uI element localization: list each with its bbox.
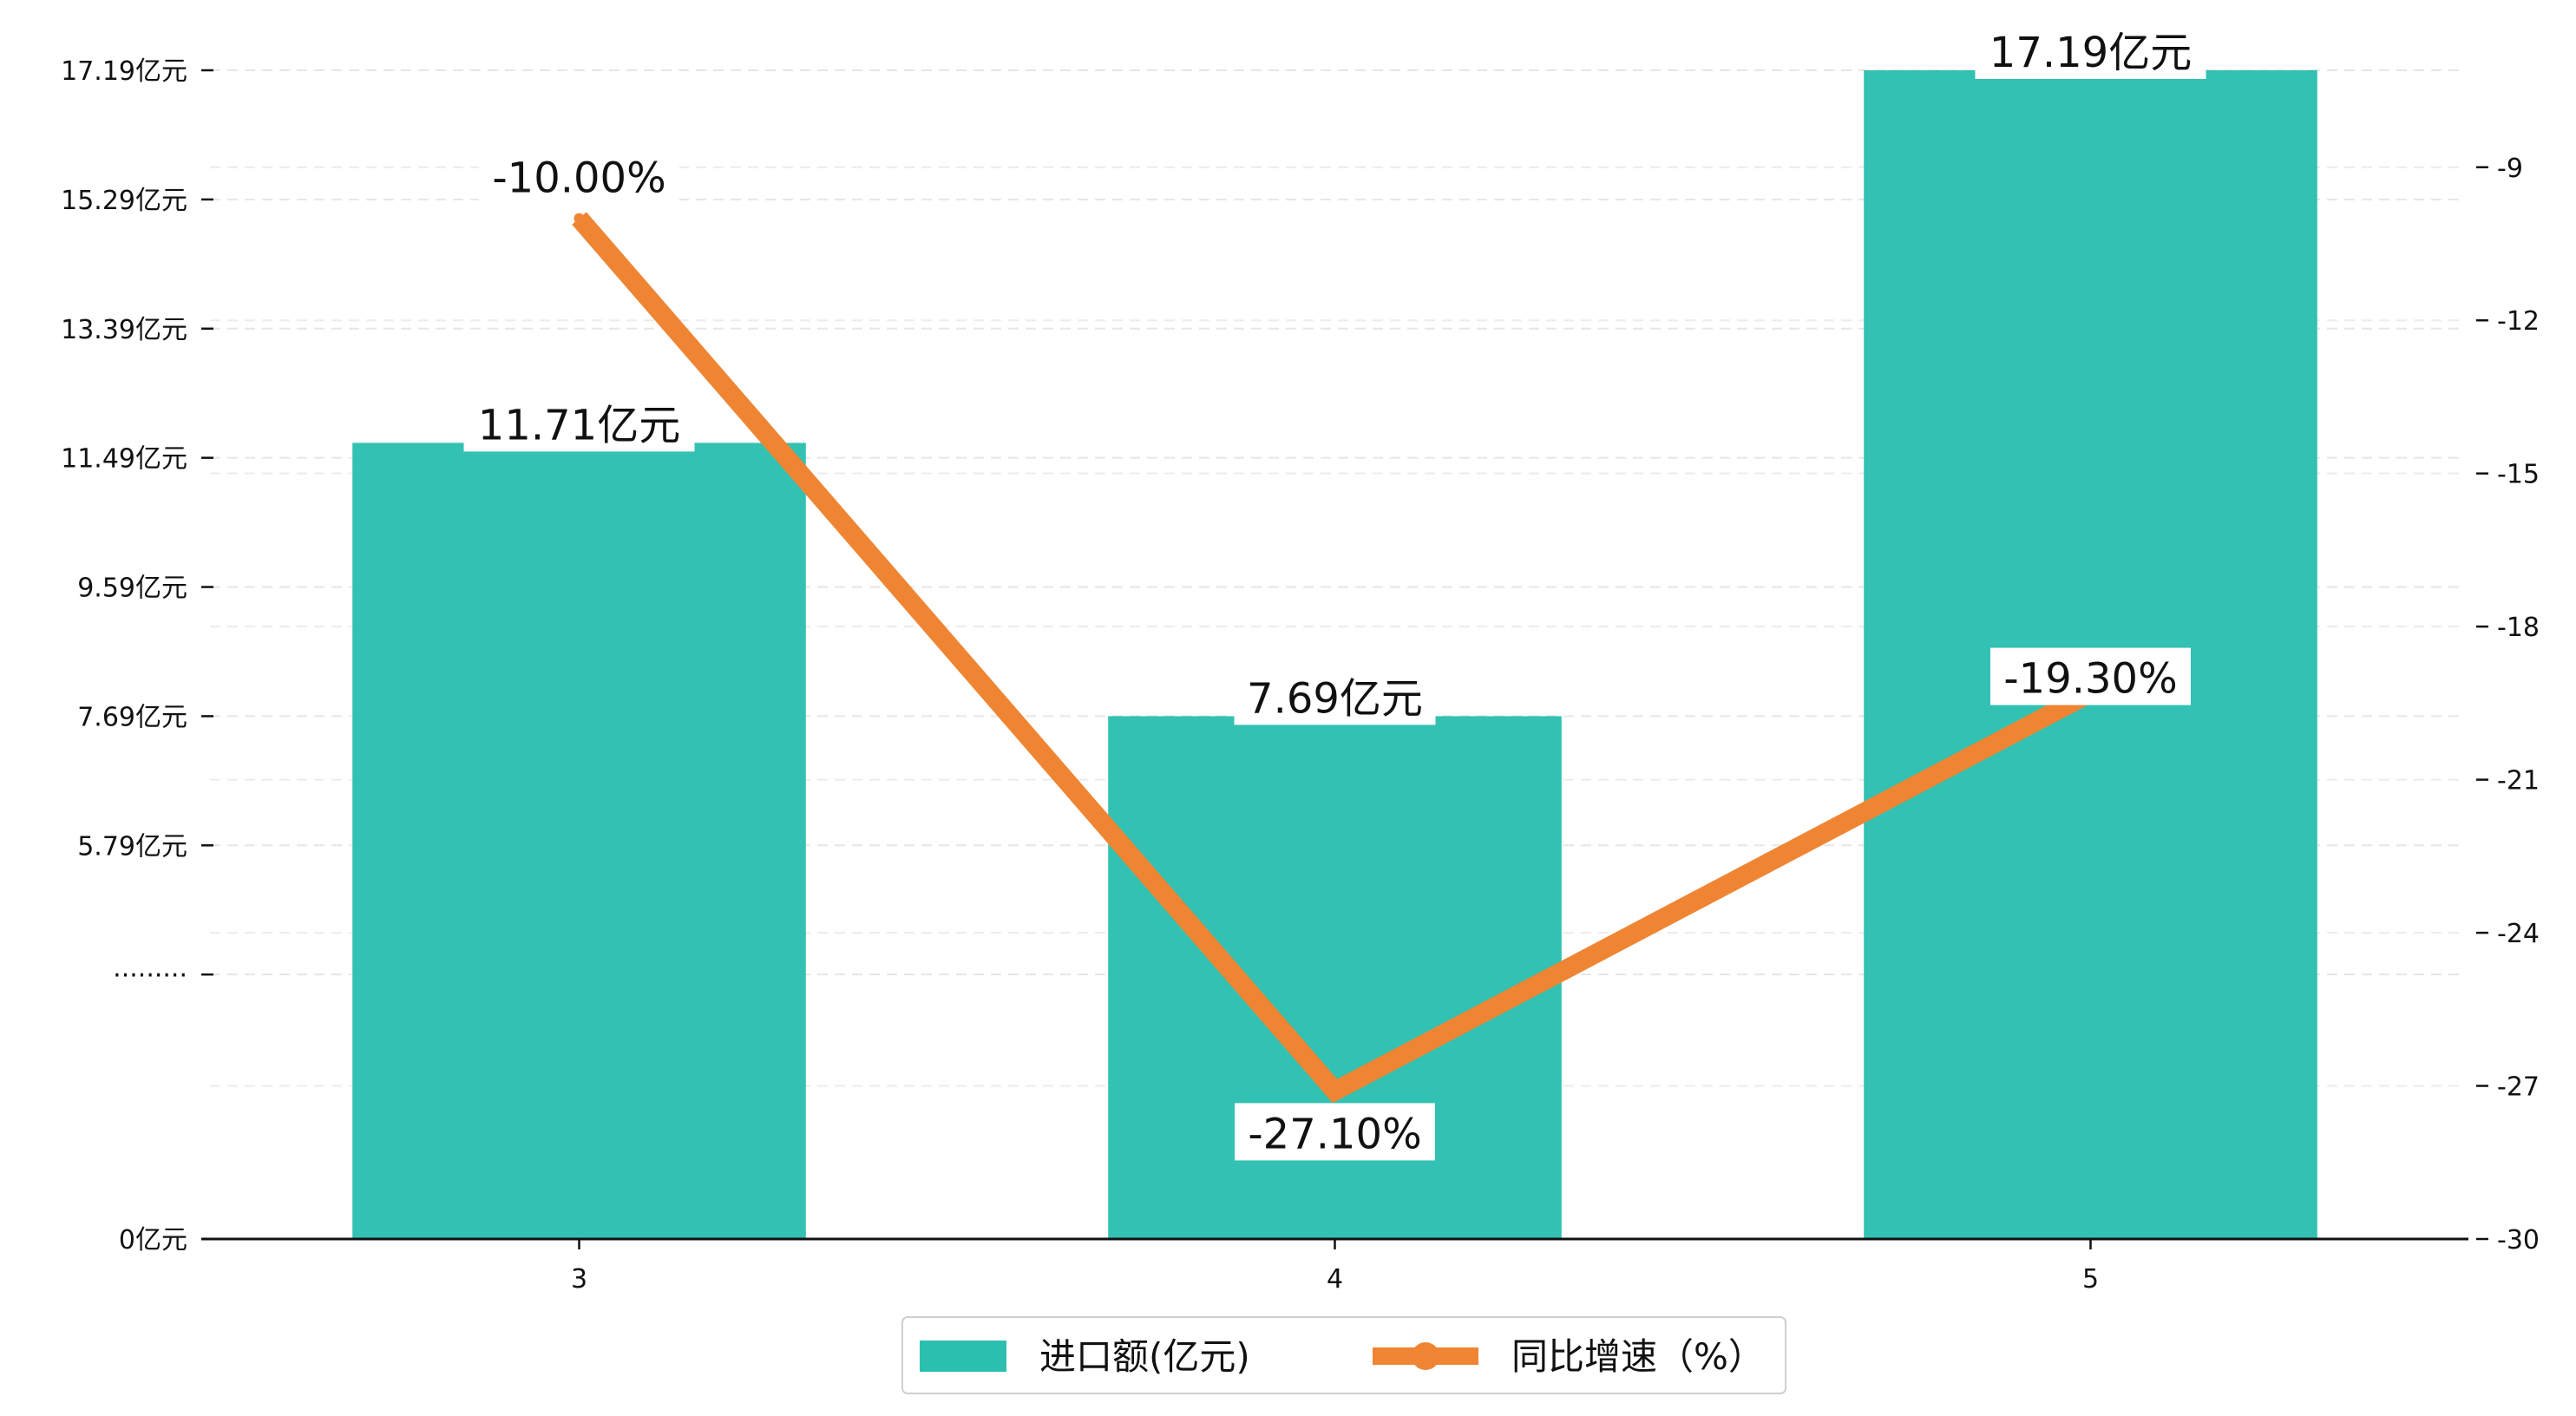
growth-value-label-group: -27.10% (1235, 1103, 1435, 1161)
right-tick-label: -21 (2497, 766, 2540, 796)
bar (352, 442, 806, 1239)
right-tick-label: -12 (2497, 306, 2540, 337)
legend-line-label: 同比增速（%） (1511, 1335, 1765, 1378)
left-tick-label: 7.69亿元 (77, 702, 187, 732)
bar-value-label-box (463, 397, 695, 452)
left-y-axis: 0亿元 ········· 5.79亿元 7.69亿元 9.59亿元 11.49亿元 13.… (61, 56, 213, 1255)
data-labels: 11.71亿元 7.69亿元 17.19亿元 -10.00% -27.10% -19.30… (463, 25, 2206, 1161)
right-tick-label: -27 (2497, 1072, 2540, 1103)
left-tick-label: 15.29亿元 (61, 186, 187, 216)
left-tick-label: 13.39亿元 (61, 315, 187, 345)
x-axis: 3 4 5 (201, 1237, 2468, 1295)
right-tick-label: -9 (2497, 154, 2523, 184)
growth-point (574, 213, 585, 224)
growth-value-label: -19.30% (2003, 655, 2177, 704)
x-tick-label: 3 (571, 1264, 587, 1295)
bar-value-label-box (1234, 671, 1436, 725)
x-tick-label: 4 (1327, 1264, 1343, 1295)
growth-value-label-group: -19.30% (1990, 647, 2191, 705)
bar-value-label-group: 11.71亿元 (463, 397, 695, 452)
left-tick-label: 5.79亿元 (77, 831, 187, 862)
right-tick-label: -30 (2497, 1225, 2540, 1255)
bar-value-label: 7.69亿元 (1247, 674, 1423, 723)
right-y-axis: -30 -27 -24 -21 -18 -15 -12 -9 (2476, 154, 2540, 1255)
bar-value-label-group: 7.69亿元 (1234, 671, 1436, 725)
growth-value-label-box (1235, 1103, 1435, 1161)
growth-point (1329, 1085, 1340, 1097)
bar-value-label-group: 17.19亿元 (1975, 25, 2206, 79)
left-tick-label: 0亿元 (119, 1225, 187, 1255)
growth-value-label-box (479, 147, 679, 205)
legend-line-marker (1412, 1342, 1439, 1370)
bar-value-label: 11.71亿元 (478, 401, 680, 449)
left-tick-label: 9.59亿元 (77, 574, 187, 604)
right-tick-label: -24 (2497, 919, 2540, 949)
left-tick-label: ········· (113, 960, 187, 991)
x-tick-label: 5 (2082, 1264, 2099, 1295)
bar (1108, 716, 1562, 1239)
left-tick-label: 11.49亿元 (61, 444, 187, 475)
growth-value-label-box (1990, 647, 2191, 705)
right-tick-label: -15 (2497, 460, 2540, 490)
growth-value-label-group: -10.00% (479, 147, 679, 205)
legend: 进口额(亿元) 同比增速（%） (901, 1316, 1786, 1394)
legend-box (901, 1316, 1786, 1394)
bar-value-label-box (1975, 25, 2206, 79)
growth-value-label: -10.00% (492, 154, 665, 203)
legend-bar-swatch (920, 1341, 1006, 1372)
bar-value-label: 17.19亿元 (1989, 29, 2192, 77)
legend-bar-label: 进口额(亿元) (1039, 1335, 1250, 1378)
growth-value-label: -27.10% (1248, 1110, 1421, 1158)
left-tick-label: 17.19亿元 (61, 56, 187, 87)
right-tick-label: -18 (2497, 613, 2540, 643)
